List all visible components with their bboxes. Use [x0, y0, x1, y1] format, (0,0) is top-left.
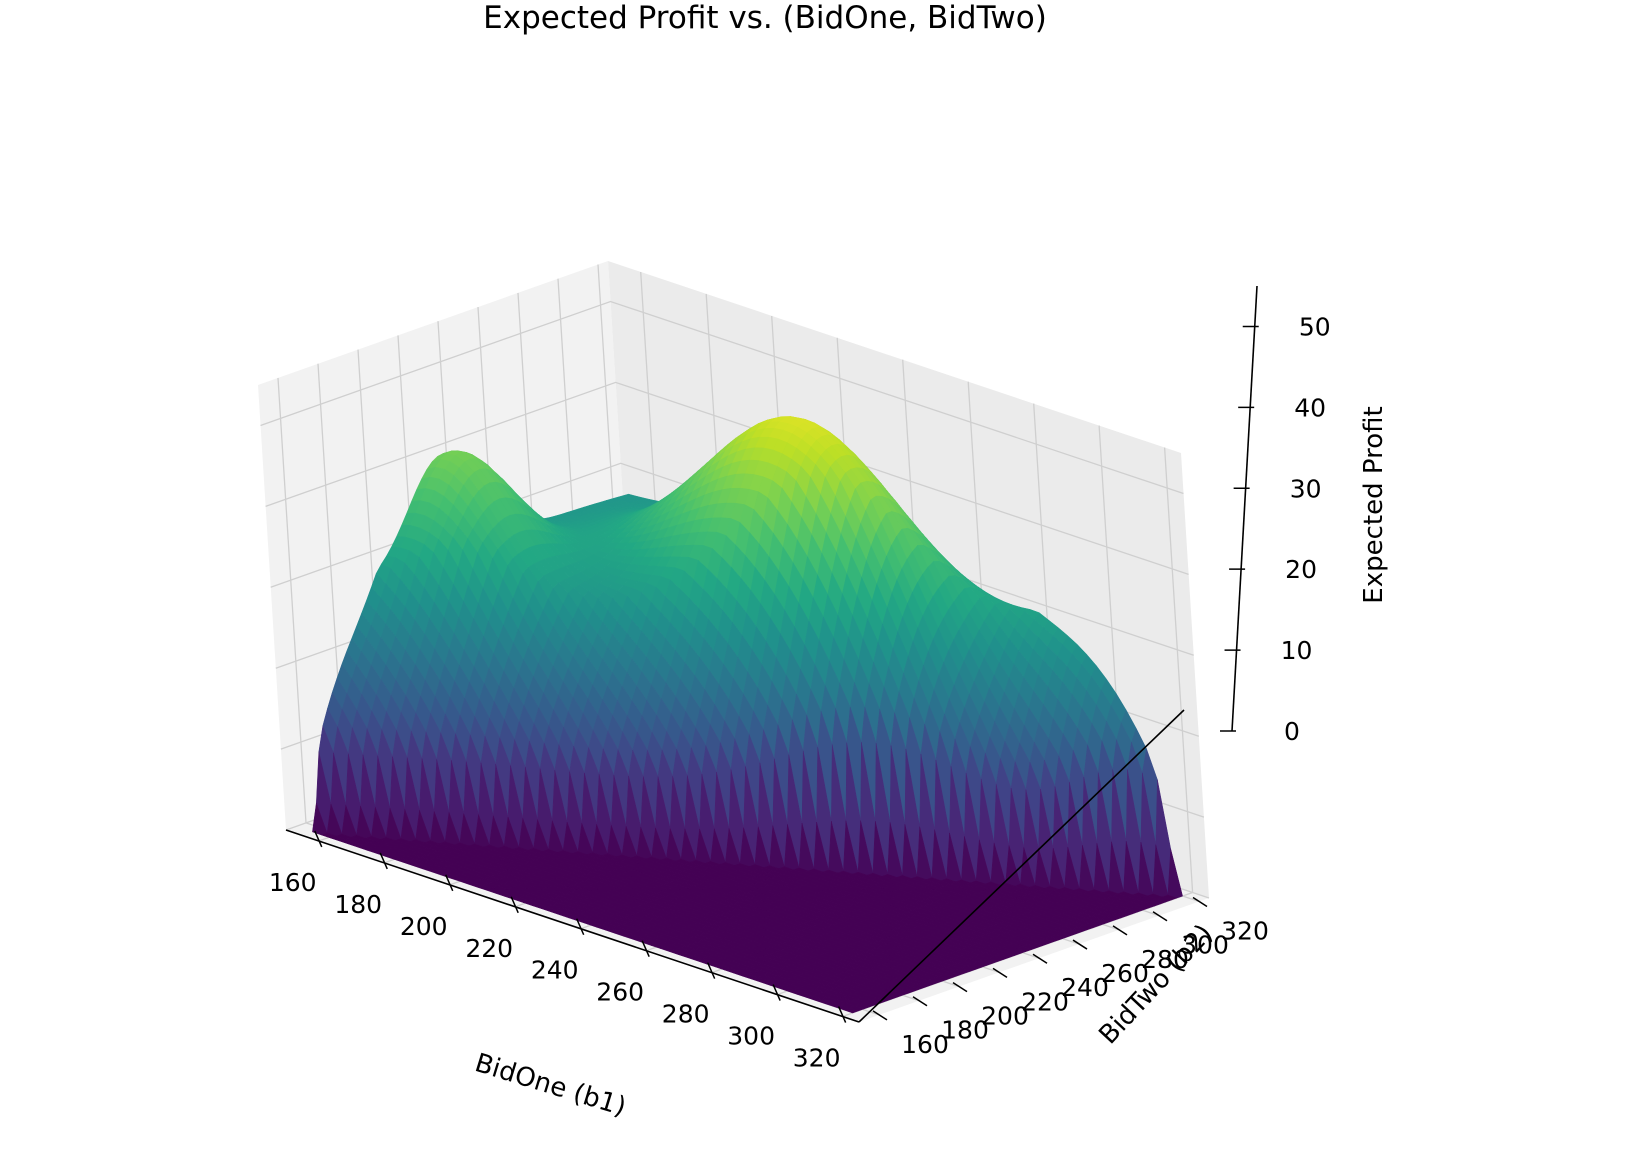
z-axis-title: Expected Profit	[1359, 406, 1389, 603]
z-gridline	[265, 381, 1189, 576]
x-tick-label: 280	[662, 1000, 710, 1029]
x-tick-label: 180	[334, 890, 382, 919]
x-tick-label: 240	[531, 956, 579, 985]
x-tick-label: 220	[465, 934, 513, 963]
z-tick-label: 30	[1290, 474, 1322, 503]
x-tick-label: 160	[269, 868, 317, 897]
z-gridline	[270, 462, 1194, 656]
z-tick-label: 20	[1285, 555, 1317, 584]
chart-title: Expected Profit vs. (BidOne, BidTwo)	[483, 0, 1047, 36]
y-tick-label: 320	[1221, 917, 1269, 946]
x-tick-label: 200	[400, 912, 448, 941]
x-tick-label: 260	[596, 978, 644, 1007]
surface-mesh	[312, 416, 1183, 1014]
z-tick-label: 10	[1281, 636, 1313, 665]
z-tick-label: 50	[1299, 312, 1331, 341]
z-gridline	[260, 300, 1184, 495]
z-tick-label: 40	[1294, 393, 1326, 422]
x-tick-label: 300	[727, 1022, 775, 1051]
z-tick-label: 0	[1284, 717, 1300, 746]
x-tick-label: 320	[793, 1044, 841, 1073]
